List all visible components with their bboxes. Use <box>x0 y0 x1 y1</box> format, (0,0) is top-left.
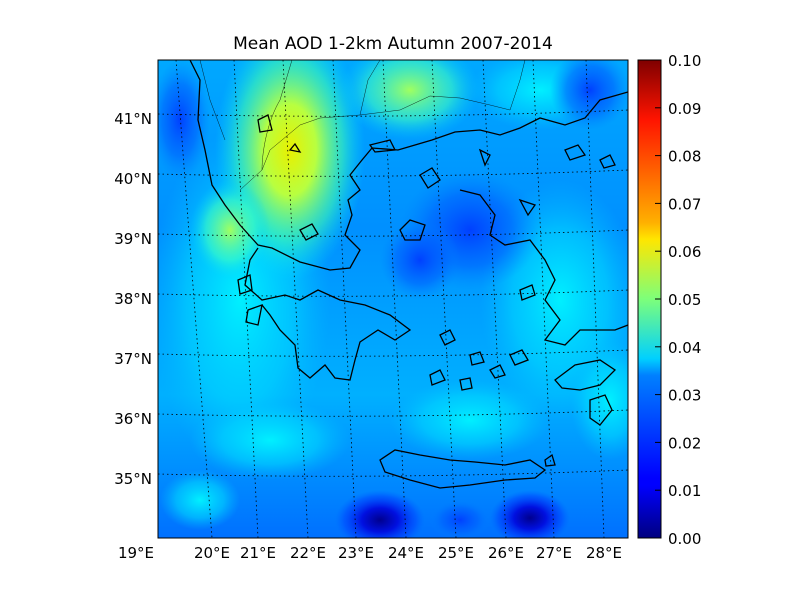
latitude-labels: 41°N 40°N 39°N 38°N 37°N 36°N 35°N <box>114 110 152 488</box>
parallel-line <box>158 409 628 417</box>
colorbar-tick-label: 0.04 <box>668 339 701 357</box>
lon-tick-label: 22°E <box>290 544 326 562</box>
lat-tick-label: 38°N <box>114 290 152 308</box>
colorbar-ticks: 0.10 0.09 0.08 0.07 0.06 0.05 0.04 0.03 0.02 0.01… <box>655 52 701 548</box>
meridian-line <box>482 60 507 538</box>
meridian-line <box>431 60 457 538</box>
parallel-line <box>158 469 628 477</box>
parallel-line <box>158 289 628 297</box>
meridian-line <box>175 60 213 538</box>
lat-tick-label: 40°N <box>114 170 152 188</box>
colorbar-tick-label: 0.10 <box>668 52 701 70</box>
colorbar-tick-label: 0.00 <box>668 530 701 548</box>
lat-tick-label: 37°N <box>114 350 152 368</box>
parallel-line <box>158 229 628 237</box>
lon-tick-label: 21°E <box>240 544 276 562</box>
meridian-line <box>233 60 259 538</box>
colorbar-tick-label: 0.09 <box>668 100 701 118</box>
colorbar-tick-label: 0.07 <box>668 195 701 213</box>
meridian-line <box>585 60 605 538</box>
colorbar-tick-label: 0.03 <box>668 387 701 405</box>
colorbar-tick-label: 0.05 <box>668 291 701 309</box>
lon-tick-label: 23°E <box>338 544 374 562</box>
map-frame <box>157 59 629 539</box>
parallel-line <box>158 109 628 117</box>
meridian-line <box>332 60 357 538</box>
lon-tick-label: 20°E <box>194 544 230 562</box>
parallel-line <box>158 349 628 357</box>
parallel-line <box>158 169 628 177</box>
longitude-labels: 19°E 20°E 21°E 22°E 23°E 24°E 25°E 26°E 27°E 28°E <box>118 544 622 562</box>
colorbar-tick-label: 0.08 <box>668 148 701 166</box>
lat-tick-label: 35°N <box>114 470 152 488</box>
colorbar-tick-label: 0.02 <box>668 434 701 452</box>
lon-tick-label: 25°E <box>438 544 474 562</box>
lat-tick-label: 36°N <box>114 410 152 428</box>
meridian-line <box>382 60 407 538</box>
map-title: Mean AOD 1-2km Autumn 2007-2014 <box>233 34 553 54</box>
coastlines <box>189 60 628 489</box>
lat-tick-label: 39°N <box>114 230 152 248</box>
lon-tick-label: 27°E <box>536 544 572 562</box>
aod-field <box>158 60 628 538</box>
lon-tick-label: 24°E <box>388 544 424 562</box>
country-borders <box>199 60 526 191</box>
lon-tick-label: 28°E <box>586 544 622 562</box>
meridian-line <box>532 60 555 538</box>
lon-tick-label: 26°E <box>488 544 524 562</box>
colorbar-tick-label: 0.06 <box>668 243 701 261</box>
lat-tick-label: 41°N <box>114 110 152 128</box>
lon-tick-label: 19°E <box>118 544 154 562</box>
colorbar-tick-label: 0.01 <box>668 482 701 500</box>
